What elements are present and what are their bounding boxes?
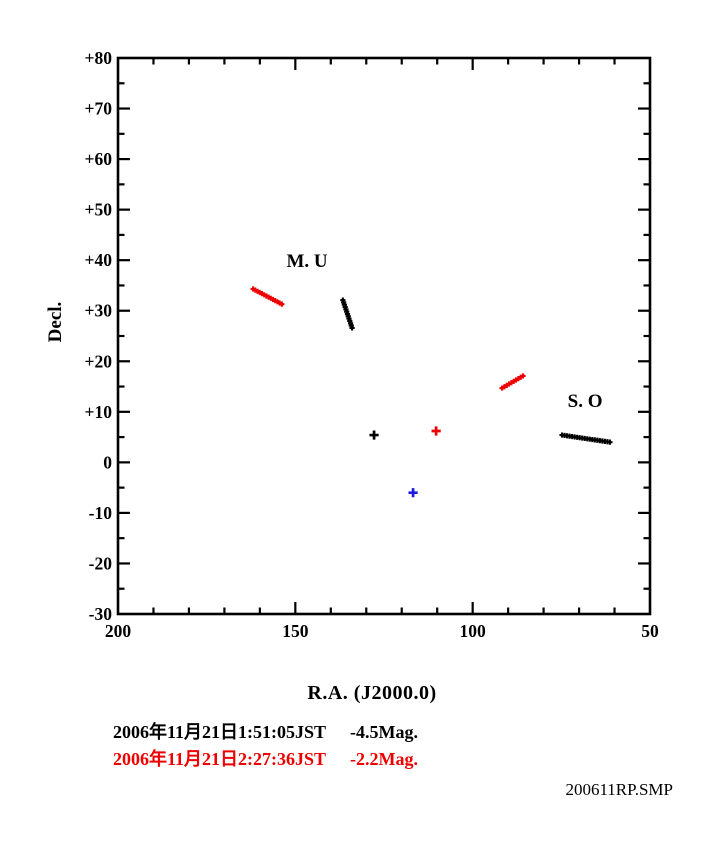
- y-tick-label: +30: [85, 301, 113, 321]
- observation-1-datetime: 2006年11月21日1:51:05JST: [113, 722, 327, 742]
- plot-frame: [116, 56, 652, 616]
- observation-1-magnitude: -4.5Mag.: [350, 722, 418, 742]
- meteor-trail-black-2: [607, 439, 613, 445]
- observation-line-1: 2006年11月21日1:51:05JST -4.5Mag.: [113, 719, 418, 746]
- y-axis-title: Decl.: [45, 301, 66, 343]
- radiant-cross-blue: [408, 488, 418, 498]
- y-tick-label: +60: [85, 149, 113, 169]
- y-tick-label: -20: [89, 553, 113, 573]
- y-tick-label: +20: [85, 351, 113, 371]
- radiant-cross-red: [431, 426, 441, 436]
- meteor-trail-red-2: [520, 373, 526, 379]
- y-tick-label: +40: [85, 250, 113, 270]
- y-tick-label: +70: [85, 99, 113, 119]
- y-tick-label: +80: [85, 48, 113, 68]
- station-label: M. U: [286, 251, 327, 272]
- y-tick-label: +50: [85, 200, 113, 220]
- radiant-cross-black: [369, 430, 379, 440]
- station-label: S. O: [568, 391, 603, 412]
- observation-line-2: 2006年11月21日2:27:36JST -2.2Mag.: [113, 746, 418, 773]
- y-tick-label: -10: [89, 503, 113, 523]
- x-tick-label: 100: [460, 621, 487, 641]
- x-axis-title: R.A. (J2000.0): [307, 682, 437, 704]
- y-tick-label: 0: [103, 452, 112, 472]
- x-tick-label: 200: [105, 621, 132, 641]
- x-tick-label: 150: [282, 621, 309, 641]
- x-tick-label: 50: [641, 621, 659, 641]
- observation-2-magnitude: -2.2Mag.: [350, 748, 418, 769]
- y-tick-label: +10: [85, 402, 113, 422]
- meteor-trail-red-1: [279, 301, 285, 307]
- y-tick-label: -30: [89, 604, 113, 624]
- observation-captions: 2006年11月21日1:51:05JST -4.5Mag. 2006年11月2…: [113, 719, 418, 772]
- meteor-trail-black-1: [349, 325, 355, 331]
- file-name-label: 200611RP.SMP: [565, 780, 673, 799]
- observation-2-datetime: 2006年11月21日2:27:36JST: [113, 748, 327, 769]
